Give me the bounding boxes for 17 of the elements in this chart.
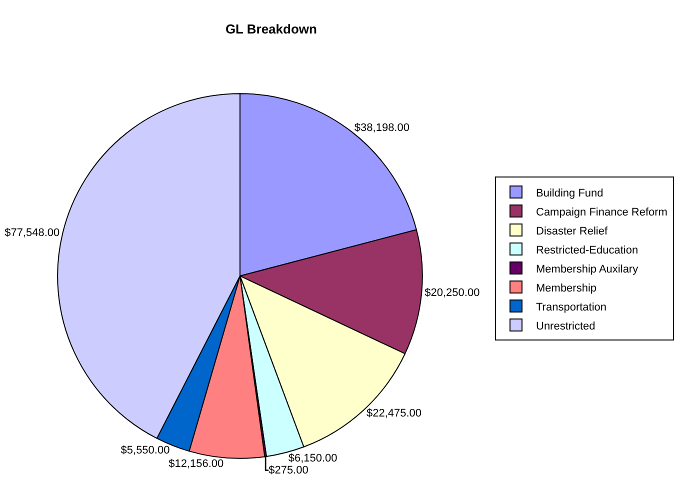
data-label: $38,198.00 <box>354 122 410 134</box>
data-label: $275.00 <box>268 464 308 476</box>
data-label: $6,150.00 <box>288 452 338 464</box>
legend-label: Membership Auxilary <box>536 263 639 276</box>
data-label: $12,156.00 <box>168 458 224 470</box>
legend-label: Campaign Finance Reform <box>536 206 668 218</box>
data-label: $5,550.00 <box>120 444 170 457</box>
legend-label: Membership <box>536 282 597 294</box>
legend-label: Disaster Relief <box>536 225 608 238</box>
data-label: $22,475.00 <box>366 407 422 420</box>
legend-label: Transportation <box>536 301 607 314</box>
data-label: $77,548.00 <box>4 226 60 239</box>
legend-label: Restricted-Education <box>536 244 638 256</box>
legend-label: Building Fund <box>536 187 604 200</box>
data-label: $20,250.00 <box>424 286 480 299</box>
chart-title: GL Breakdown <box>225 21 318 36</box>
legend-label: Unrestricted <box>536 320 596 332</box>
